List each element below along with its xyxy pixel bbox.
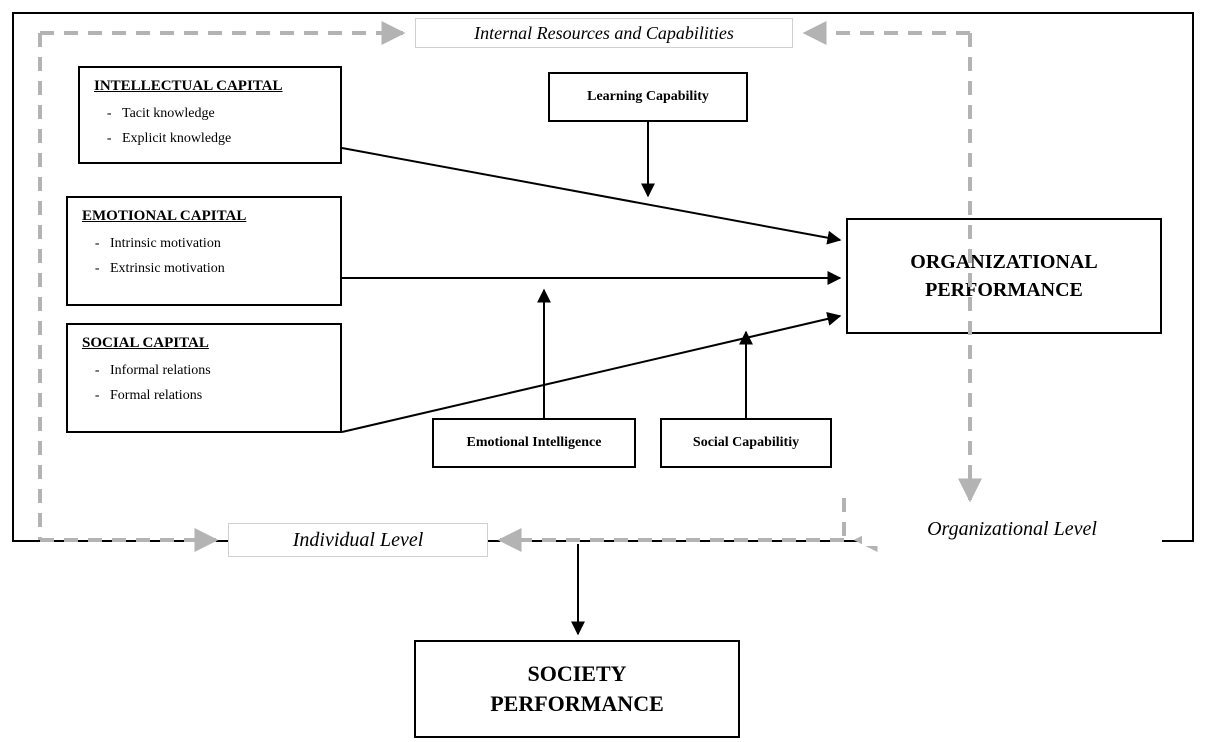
- social-capability-label: Social Capabilitiy: [693, 435, 799, 451]
- social-capital-box: SOCIAL CAPITAL Informal relations Formal…: [66, 323, 342, 433]
- intellectual-capital-title: INTELLECTUAL CAPITAL: [94, 78, 326, 95]
- org-perf-line1: ORGANIZATIONAL: [910, 248, 1097, 276]
- social-capital-title: SOCIAL CAPITAL: [82, 335, 326, 352]
- region-label-individual: Individual Level: [228, 523, 488, 557]
- emotional-capital-title: EMOTIONAL CAPITAL: [82, 208, 326, 225]
- social-capability-node: Social Capabilitiy: [660, 418, 832, 468]
- learning-capability-node: Learning Capability: [548, 72, 748, 122]
- society-performance-node: SOCIETY PERFORMANCE: [414, 640, 740, 738]
- intellectual-item-0: Tacit knowledge: [122, 101, 326, 126]
- emotional-intelligence-label: Emotional Intelligence: [467, 435, 602, 451]
- emotional-capital-box: EMOTIONAL CAPITAL Intrinsic motivation E…: [66, 196, 342, 306]
- emotional-item-1: Extrinsic motivation: [110, 256, 326, 281]
- soc-perf-line2: PERFORMANCE: [490, 689, 664, 719]
- intellectual-capital-box: INTELLECTUAL CAPITAL Tacit knowledge Exp…: [78, 66, 342, 164]
- region-label-top-text: Internal Resources and Capabilities: [474, 23, 734, 44]
- diagram-canvas: Internal Resources and Capabilities Indi…: [0, 0, 1209, 742]
- organizational-performance-node: ORGANIZATIONAL PERFORMANCE: [846, 218, 1162, 334]
- region-label-top: Internal Resources and Capabilities: [415, 18, 793, 48]
- intellectual-item-1: Explicit knowledge: [122, 126, 326, 151]
- region-label-organizational: Organizational Level: [862, 512, 1162, 546]
- social-item-0: Informal relations: [110, 358, 326, 383]
- org-perf-line2: PERFORMANCE: [925, 276, 1083, 304]
- emotional-item-0: Intrinsic motivation: [110, 231, 326, 256]
- emotional-intelligence-node: Emotional Intelligence: [432, 418, 636, 468]
- soc-perf-line1: SOCIETY: [527, 659, 626, 689]
- region-label-organizational-text: Organizational Level: [927, 518, 1097, 541]
- learning-capability-label: Learning Capability: [587, 89, 709, 105]
- social-item-1: Formal relations: [110, 383, 326, 408]
- region-label-individual-text: Individual Level: [293, 529, 424, 552]
